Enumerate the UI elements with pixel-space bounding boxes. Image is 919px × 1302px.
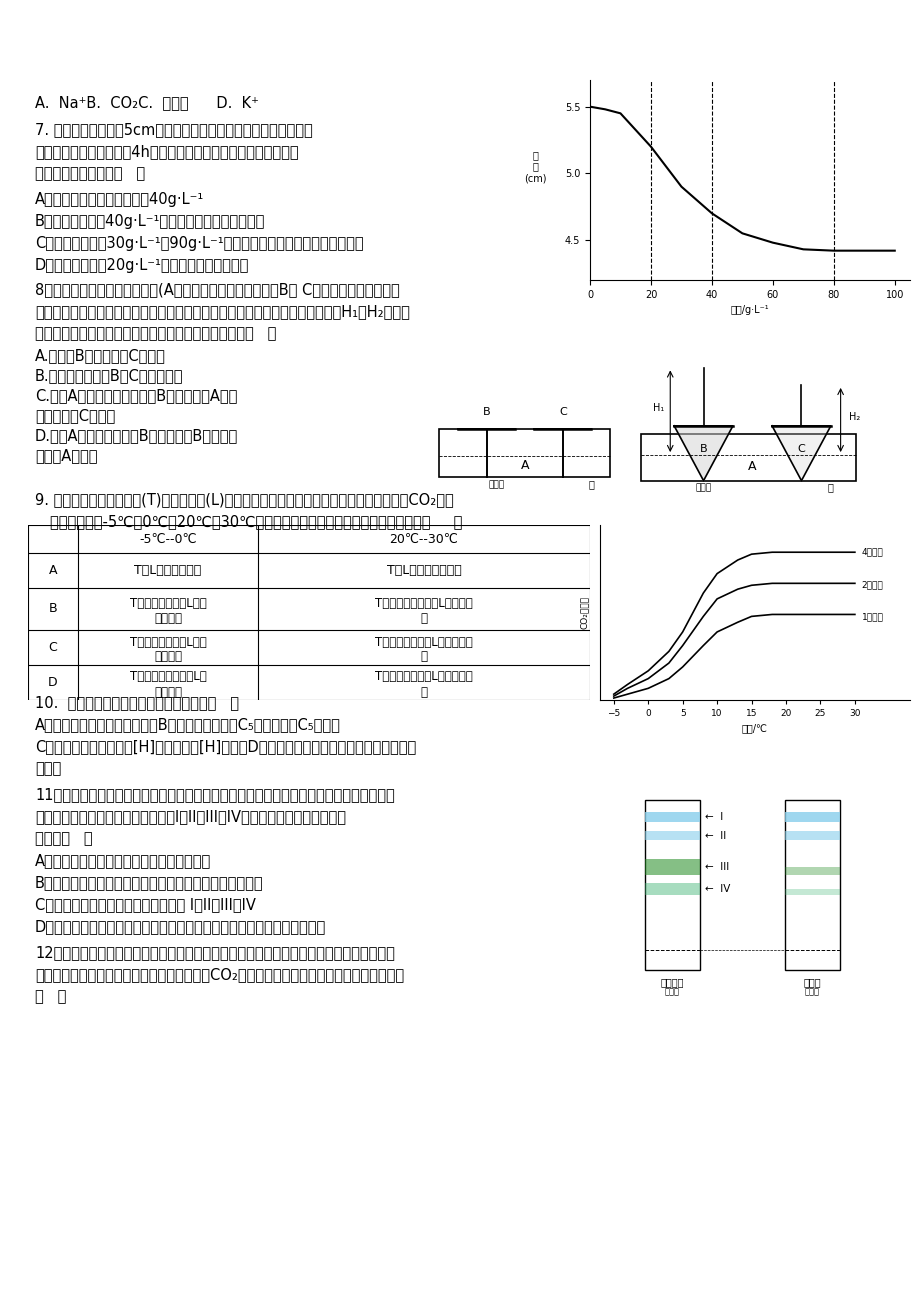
Text: 9. 植物的光合作用受温度(T)和光照强度(L)影响。下图表明植物在三种不同光照强度下消耗CO₂的情: 9. 植物的光合作用受温度(T)和光照强度(L)影响。下图表明植物在三种不同光照… [35,492,453,506]
Text: ←  IV: ← IV [704,884,730,894]
Text: D．色素分离过程中如果滤液线触及石油醒，会缩短得到四条色素带的时间: D．色素分离过程中如果滤液线触及石油醒，会缩短得到四条色素带的时间 [35,919,326,934]
Text: 确的是（   ）: 确的是（ ） [35,831,93,846]
Text: C．在溶液浓度为30g·L⁻¹～90g·L⁻¹范围内，细胞壁会有一定程度的收缩: C．在溶液浓度为30g·L⁻¹～90g·L⁻¹范围内，细胞壁会有一定程度的收缩 [35,236,363,251]
Text: T和L都是限制因素: T和L都是限制因素 [134,564,201,577]
Text: 况。请分析在-5℃～0℃和20℃～30℃的温度范围内，光合作用的限制因素分别是（     ）: 况。请分析在-5℃～0℃和20℃～30℃的温度范围内，光合作用的限制因素分别是（… [50,514,462,529]
Text: 液）。开始时如图一，过一段时间后结果如图二，漏斗管内液面不再发生变化，H₁，H₂表示漏: 液）。开始时如图一，过一段时间后结果如图二，漏斗管内液面不再发生变化，H₁，H₂… [35,303,410,319]
Text: 7. 将新鲜马铃薯切成5cm的长条（状况相同），再将它们分别放在: 7. 将新鲜马铃薯切成5cm的长条（状况相同），再将它们分别放在 [35,122,312,137]
Text: ←  II: ← II [704,831,725,841]
Text: 态与自然环境中相同。一昼夜测得玻璃小室内CO₂浓度的变化如下图所示。下列叙述正确的是: 态与自然环境中相同。一昼夜测得玻璃小室内CO₂浓度的变化如下图所示。下列叙述正确… [35,967,403,982]
Text: T是限制因素，而L不是限制因: T是限制因素，而L不是限制因 [375,671,472,684]
Text: 素: 素 [420,685,427,698]
Text: D: D [48,676,58,689]
Text: 1倍光强: 1倍光强 [861,612,882,621]
Bar [644,799,699,970]
Text: B.图二中两漏斗中B、C的浓度相等: B.图二中两漏斗中B、C的浓度相等 [35,368,183,383]
Text: 半透膜: 半透膜 [695,483,710,492]
Polygon shape [771,426,830,480]
X-axis label: 温度/℃: 温度/℃ [742,724,767,733]
Text: 下有关分析正确的是（   ）: 下有关分析正确的是（ ） [35,165,145,181]
Text: 一: 一 [588,479,594,490]
Text: A: A [520,460,528,473]
Text: 4倍光强: 4倍光强 [861,548,882,557]
Text: T是限制因素，而L不是: T是限制因素，而L不是 [130,596,206,609]
Text: 素: 素 [420,612,427,625]
Text: 浓度不同的蔗糖溶液中，4h后测量每条的长度，结果如图所示．以: 浓度不同的蔗糖溶液中，4h后测量每条的长度，结果如图所示．以 [35,145,299,159]
Text: 限制因素: 限制因素 [153,685,182,698]
Text: 限制因素: 限制因素 [153,651,182,664]
Text: H₂: H₂ [848,411,859,422]
Bar [784,867,839,875]
Text: C: C [797,444,804,454]
Text: 素: 素 [420,651,427,664]
Text: 限制因素: 限制因素 [153,612,182,625]
Text: A.图一中B的浓度大于C的浓度: A.图一中B的浓度大于C的浓度 [35,348,165,363]
Bar [644,831,699,840]
Text: 正常光照: 正常光照 [660,976,684,987]
Text: ←  III: ← III [704,862,729,872]
Text: 11．为研究高光强对移栽幼苗光合色素的影响，某同学用乙醇提取叶绻体色素，用石油醒进: 11．为研究高光强对移栽幼苗光合色素的影响，某同学用乙醇提取叶绻体色素，用石油醒… [35,786,394,802]
Polygon shape [674,426,732,480]
Text: （   ）: （ ） [35,990,66,1004]
Text: -5℃--0℃: -5℃--0℃ [139,533,197,546]
Text: 强光照: 强光照 [803,976,821,987]
Text: C: C [559,408,566,418]
Text: C．光合作用过程中既有[H]的产生又有[H]的消耗D．光合作用过程将光能转换成有机物中的: C．光合作用过程中既有[H]的产生又有[H]的消耗D．光合作用过程将光能转换成有… [35,740,415,754]
Text: T不是限制因素，而L是: T不是限制因素，而L是 [130,671,206,684]
Text: 10.  下列关于光合作用的叙述，错误的是（   ）: 10. 下列关于光合作用的叙述，错误的是（ ） [35,695,239,710]
Text: B: B [482,408,490,418]
Text: B．强光照可能抑制叶绻素的合成，促进类胡萝卜素的合成: B．强光照可能抑制叶绻素的合成，促进类胡萝卜素的合成 [35,875,264,891]
Text: 2倍光强: 2倍光强 [861,581,882,590]
Text: 扩散到A的速率: 扩散到A的速率 [35,448,97,464]
Bar [784,812,839,822]
Text: 分子扩散到C的速率: 分子扩散到C的速率 [35,408,115,423]
Text: CO₂消耗量: CO₂消耗量 [579,596,587,629]
Text: ←  I: ← I [704,812,722,822]
Text: T是限制因素，而L不是: T是限制因素，而L不是 [130,635,206,648]
Bar [784,889,839,894]
Text: C.图一A溶液中水分子扩散到B的速率大于A中水: C.图一A溶液中水分子扩散到B的速率大于A中水 [35,388,237,404]
Text: B: B [49,603,57,616]
Text: 长
度
(cm): 长 度 (cm) [523,150,546,184]
Text: A: A [747,460,756,473]
Text: T不是限制因素，而L是限制因: T不是限制因素，而L是限制因 [375,596,472,609]
Text: D．在溶液浓度为20g·L⁻¹，细胞能发生质壁分离: D．在溶液浓度为20g·L⁻¹，细胞能发生质壁分离 [35,258,249,273]
Text: 点样线: 点样线 [804,987,819,996]
Text: 化学能: 化学能 [35,760,62,776]
Text: T和L都不是限制因素: T和L都不是限制因素 [386,564,460,577]
Bar [439,430,610,477]
Text: C: C [49,641,57,654]
Text: 行纸层析，如图为滤纸层析的结果（I、II、III、IV为色素条带）。下列叙述正: 行纸层析，如图为滤纸层析的结果（I、II、III、IV为色素条带）。下列叙述正 [35,809,346,824]
Text: B．当溶液浓度为40g·L⁻¹时，细胞开始发生质壁分离: B．当溶液浓度为40g·L⁻¹时，细胞开始发生质壁分离 [35,214,265,229]
Text: 斗管内液面与烧杯中液面的高度差。下列说法错误的是（   ）: 斗管内液面与烧杯中液面的高度差。下列说法错误的是（ ） [35,326,276,341]
Text: 半透膜: 半透膜 [488,480,504,490]
Text: H₁: H₁ [652,402,664,413]
Text: C．四种色素在层析液中溶解度大小是 I＜II＜III＜IV: C．四种色素在层析液中溶解度大小是 I＜II＜III＜IV [35,897,255,911]
Text: B: B [699,444,707,454]
Text: 二: 二 [827,483,833,492]
Text: 20℃--30℃: 20℃--30℃ [390,533,458,546]
Text: A．马铃薯细胞液的浓度约为40g·L⁻¹: A．马铃薯细胞液的浓度约为40g·L⁻¹ [35,191,204,207]
Text: A.  Na⁺B.  CO₂C.  胰岛素      D.  K⁺: A. Na⁺B. CO₂C. 胰岛素 D. K⁺ [35,95,258,109]
Text: 12、将植物放在密闭透明的玻璃小室内，置于自然光下培养，假设玻璃小室内植物的生理状: 12、将植物放在密闭透明的玻璃小室内，置于自然光下培养，假设玻璃小室内植物的生理… [35,945,394,960]
Bar [784,799,839,970]
Text: 8．下图为渗透作用的两组实验(A代表某种低浓度蔗糖溶液，B、 C代表两种高浓度蔗糖溶: 8．下图为渗透作用的两组实验(A代表某种低浓度蔗糖溶液，B、 C代表两种高浓度蔗… [35,283,400,297]
Text: T是限制因素，而L不是限制因: T是限制因素，而L不是限制因 [375,635,472,648]
Text: 点样线: 点样线 [664,987,679,996]
X-axis label: 液度/g·L⁻¹: 液度/g·L⁻¹ [730,305,768,315]
Bar [644,812,699,822]
Bar [644,883,699,894]
Text: A: A [49,564,57,577]
Bar [644,859,699,875]
Bar [641,434,856,480]
Text: A．强光下的幼苗相比正常光照下的绻色更深: A．强光下的幼苗相比正常光照下的绻色更深 [35,853,211,868]
Bar [784,831,839,840]
Text: A．光反应阶段不需要酶的参与B．暗反应阶段既有C₅的生成又有C₅的消耗: A．光反应阶段不需要酶的参与B．暗反应阶段既有C₅的生成又有C₅的消耗 [35,717,341,732]
Text: D.图二A中水分子扩散到B的速率等于B中水分子: D.图二A中水分子扩散到B的速率等于B中水分子 [35,428,238,443]
